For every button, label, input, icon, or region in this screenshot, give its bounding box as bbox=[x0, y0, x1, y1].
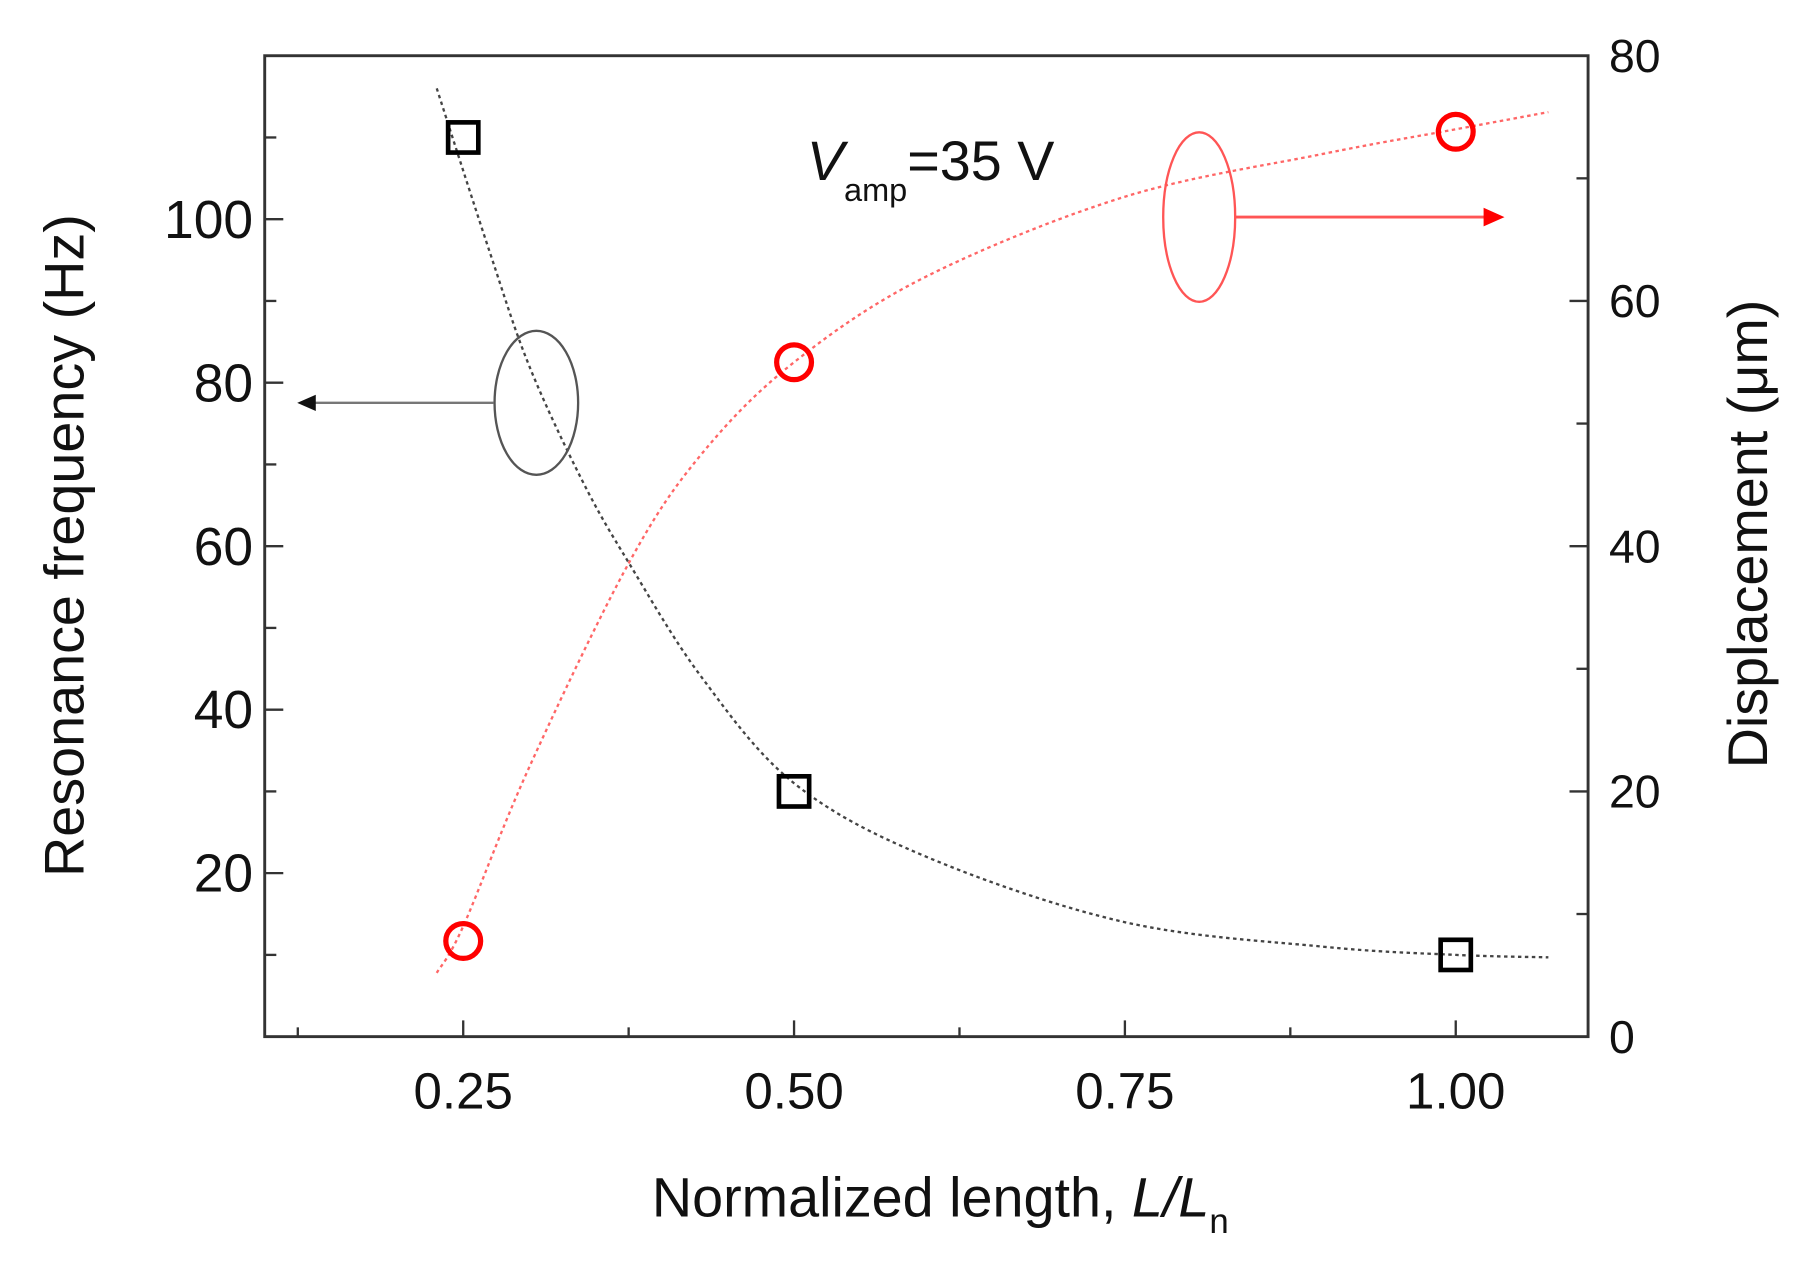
y-left-tick-label: 40 bbox=[194, 681, 253, 740]
y-right-tick-label: 80 bbox=[1609, 30, 1661, 82]
y-axis-left-label: Resonance frequency (Hz) bbox=[34, 214, 96, 877]
y-left-tick-label: 20 bbox=[194, 845, 253, 904]
y-left-tick-label: 100 bbox=[164, 191, 253, 250]
plot-frame bbox=[263, 54, 1590, 1039]
displacement-data-point bbox=[774, 342, 815, 383]
left-axis-indicator bbox=[297, 329, 580, 476]
right-arrow-head bbox=[1483, 207, 1505, 227]
data-markers bbox=[443, 111, 1476, 973]
axis-ticks: 0.25 0.50 0.75 1.00 20 40 60 80 100 0 20 40 60 80 bbox=[164, 30, 1661, 1120]
y-axis-right-label: Displacement (μm) bbox=[1717, 300, 1779, 769]
y-right-tick-label: 60 bbox=[1609, 275, 1661, 327]
x-axis-label: Normalized length, L/Ln bbox=[652, 1167, 1229, 1241]
y-left-tick-label: 60 bbox=[194, 518, 253, 577]
displacement-curve-ellipse bbox=[1162, 131, 1237, 303]
fit-curves bbox=[435, 88, 1549, 974]
displacement-data-point bbox=[443, 920, 484, 962]
voltage-annotation: Vamp=35 V bbox=[807, 130, 1055, 208]
y-right-tick-label: 20 bbox=[1609, 766, 1661, 818]
frequency-curve-ellipse bbox=[493, 329, 580, 476]
right-axis-indicator bbox=[1162, 131, 1505, 303]
y-right-tick-label: 40 bbox=[1609, 520, 1661, 572]
frequency-data-point bbox=[1438, 937, 1474, 973]
x-tick-label: 0.50 bbox=[744, 1063, 843, 1120]
x-tick-label: 1.00 bbox=[1406, 1063, 1505, 1120]
frequency-data-point bbox=[445, 120, 481, 155]
x-tick-label: 0.25 bbox=[414, 1063, 513, 1120]
left-arrow-head bbox=[297, 394, 316, 411]
displacement-fit-curve bbox=[435, 110, 1549, 974]
x-tick-label: 0.75 bbox=[1075, 1063, 1174, 1120]
y-right-tick-label: 0 bbox=[1609, 1011, 1635, 1063]
frequency-fit-curve bbox=[435, 88, 1549, 959]
displacement-data-point bbox=[1435, 111, 1476, 152]
y-left-tick-label: 80 bbox=[194, 354, 253, 413]
frequency-data-point bbox=[776, 773, 812, 809]
